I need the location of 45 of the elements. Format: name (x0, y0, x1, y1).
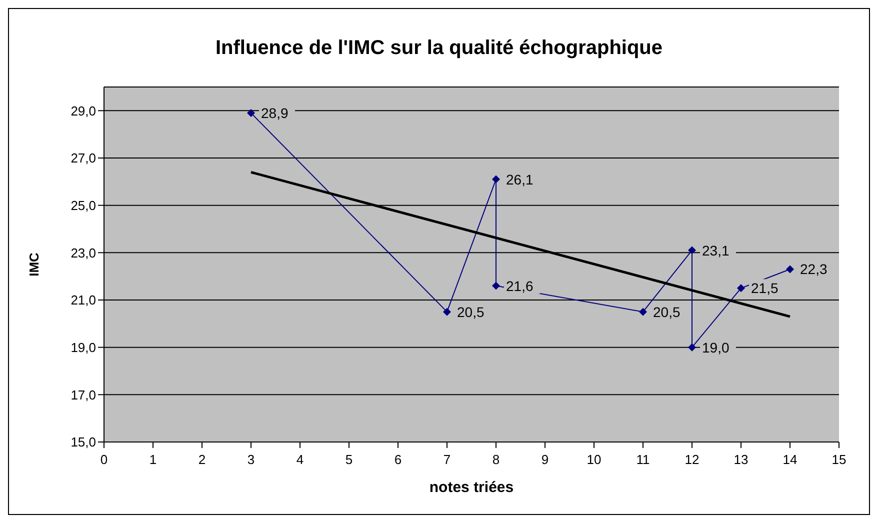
data-label: 28,9 (261, 105, 288, 122)
x-tick-label: 3 (247, 452, 255, 467)
y-tick-label: 21,0 (70, 292, 96, 308)
x-tick-label: 11 (636, 452, 650, 467)
point (443, 308, 451, 316)
data-label: 23,1 (702, 242, 730, 258)
data-label: 21,5 (751, 280, 778, 296)
point (247, 109, 255, 118)
x-tick-label: 12 (684, 452, 700, 467)
point (688, 343, 696, 352)
y-tick-label: 17,0 (70, 387, 96, 402)
x-tick-label: 13 (734, 452, 748, 467)
x-tick-label: 10 (586, 452, 602, 467)
x-tick-label: 8 (492, 452, 500, 467)
y-tick-label: 29,0 (70, 103, 96, 118)
y-tick-label: 15,0 (70, 434, 96, 450)
data-label: 20,5 (653, 304, 680, 320)
data-label: 20,5 (457, 304, 484, 320)
data-label: 21,6 (506, 278, 534, 294)
x-axis-title: notes triées (429, 479, 514, 496)
x-tick-label: 6 (394, 452, 402, 467)
point (737, 284, 745, 292)
point (688, 246, 696, 254)
data-label: 26,1 (506, 171, 534, 188)
data-label: 19,0 (702, 339, 730, 356)
y-tick-label: 25,0 (70, 198, 96, 213)
x-tick-label: 7 (443, 452, 451, 467)
point (786, 265, 794, 274)
point (492, 175, 500, 184)
y-tick-label: 19,0 (70, 340, 96, 355)
x-tick-label: 15 (832, 452, 846, 467)
x-tick-label: 9 (541, 452, 549, 467)
y-tick-label: 23,0 (70, 245, 96, 260)
chart-title: Influence de l'IMC sur la qualité échographique (214, 37, 664, 61)
point (639, 308, 647, 316)
x-tick-label: 0 (100, 452, 108, 467)
x-tick-label: 2 (198, 452, 206, 467)
x-tick-label: 4 (296, 452, 304, 467)
y-tick-label: 27,0 (70, 150, 96, 166)
data-label: 22,3 (800, 261, 828, 278)
x-tick-label: 5 (345, 452, 353, 467)
x-tick-label: 14 (782, 452, 798, 467)
point (492, 282, 500, 290)
y-axis-title: IMC (26, 252, 42, 276)
x-tick-label: 1 (149, 452, 157, 467)
